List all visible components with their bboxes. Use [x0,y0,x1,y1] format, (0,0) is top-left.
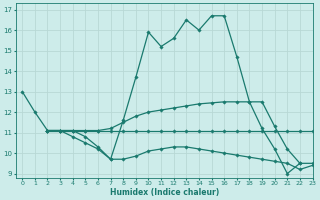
X-axis label: Humidex (Indice chaleur): Humidex (Indice chaleur) [110,188,219,197]
